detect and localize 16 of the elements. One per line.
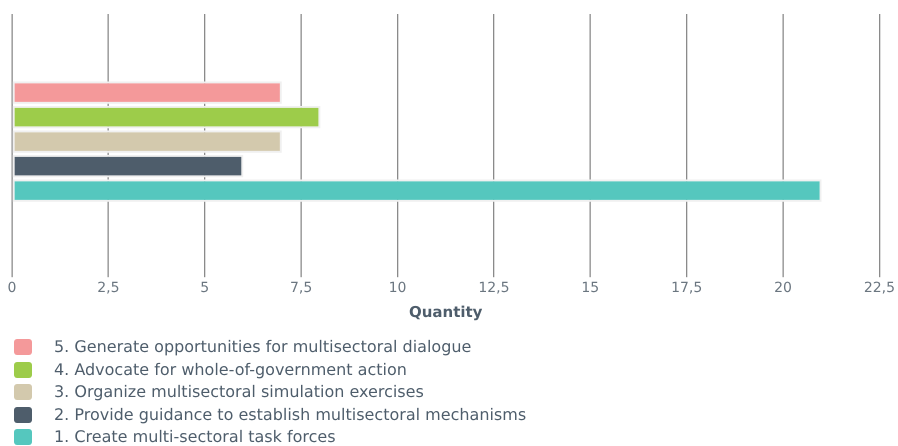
x-tick-label: 0 (8, 280, 16, 296)
x-tick-label: 10 (388, 280, 406, 296)
x-tick-label: 17,5 (671, 280, 702, 296)
x-tick-label: 15 (581, 280, 600, 296)
legend-label: 2. Provide guidance to establish multisectoral mechanisms (54, 404, 526, 426)
x-tick-label: 7,5 (290, 280, 312, 296)
x-tick-label: 2,5 (97, 280, 120, 296)
x-tick-label: 12,5 (478, 280, 510, 296)
x-axis-title: Quantity (408, 302, 483, 321)
legend-label: 1. Create multi-sectoral task forces (54, 426, 336, 446)
x-tick-label: 20 (774, 280, 792, 296)
x-tick-label: 22,5 (864, 280, 895, 296)
legend-label: 5. Generate opportunities for multisectoral dialogue (54, 336, 472, 358)
legend-label: 3. Organize multisectoral simulation exercises (54, 381, 424, 403)
x-tick-label: 5 (200, 280, 210, 296)
legend-label: 4. Advocate for whole-of-government action (54, 358, 407, 380)
